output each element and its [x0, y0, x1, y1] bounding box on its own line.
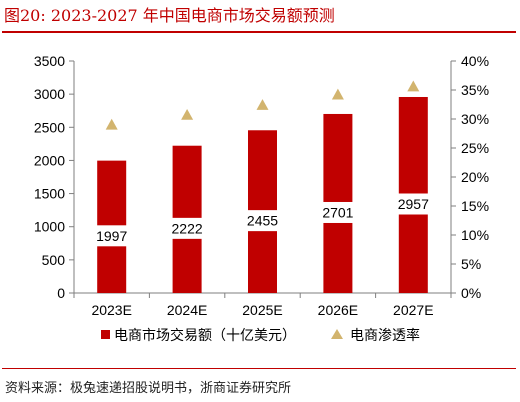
figure-label: 图20:	[4, 6, 46, 25]
y-right-tick-label: 5%	[461, 256, 481, 272]
y-right-tick-label: 10%	[461, 227, 489, 243]
data-label: 2455	[247, 213, 278, 229]
data-label-bg	[395, 193, 432, 215]
data-label-bg	[244, 210, 281, 232]
data-label: 2701	[322, 204, 353, 220]
legend-label-marker: 电商渗透率	[350, 327, 420, 343]
x-tick-label: 2026E	[318, 302, 358, 318]
source-note: 资料来源：极兔速递招股说明书，浙商证券研究所	[5, 381, 292, 396]
footer-rule	[2, 368, 516, 369]
data-label: 1997	[96, 228, 127, 244]
data-label-bg	[319, 201, 356, 223]
y-right-tick-label: 40%	[461, 53, 489, 69]
y-right-tick-label: 20%	[461, 169, 489, 185]
data-label-bg	[169, 217, 206, 239]
y-left-tick-label: 3000	[34, 86, 65, 102]
y-left-tick-label: 0	[57, 285, 65, 301]
x-tick-label: 2027E	[393, 302, 433, 318]
marker-triangle	[181, 108, 194, 120]
legend-label-bar: 电商市场交易额（十亿美元）	[114, 327, 296, 343]
title-rule	[2, 31, 516, 33]
y-right-tick-label: 0%	[461, 285, 481, 301]
x-tick-label: 2025E	[242, 302, 282, 318]
marker-triangle	[407, 80, 420, 92]
legend-swatch-bar	[101, 330, 110, 339]
x-tick-label: 2023E	[91, 302, 131, 318]
y-left-tick-label: 1000	[34, 219, 65, 235]
marker-triangle	[105, 118, 118, 130]
y-left-tick-label: 2000	[34, 152, 65, 168]
data-label-bg	[93, 225, 130, 247]
y-left-tick-label: 2500	[34, 119, 65, 135]
marker-triangle	[331, 88, 344, 100]
legend-swatch-marker	[331, 329, 343, 339]
data-label: 2957	[398, 196, 429, 212]
marker-triangle	[256, 99, 269, 110]
y-right-tick-label: 35%	[461, 82, 489, 98]
data-label: 2222	[172, 220, 203, 236]
y-right-tick-label: 30%	[461, 111, 489, 127]
figure-title-text: 2023-2027 年中国电商市场交易额预测	[50, 6, 335, 25]
figure-title: 图20: 2023-2027 年中国电商市场交易额预测	[4, 3, 335, 29]
y-right-tick-label: 25%	[461, 140, 489, 156]
x-tick-label: 2024E	[167, 302, 207, 318]
y-left-tick-label: 3500	[34, 53, 65, 69]
y-left-tick-label: 1500	[34, 186, 65, 202]
y-left-tick-label: 500	[42, 252, 66, 268]
y-right-tick-label: 15%	[461, 198, 489, 214]
chart: 0 500 1000 1500 2000 2500 3000 3500 0% 5% 10% 15% 20…	[34, 53, 489, 343]
